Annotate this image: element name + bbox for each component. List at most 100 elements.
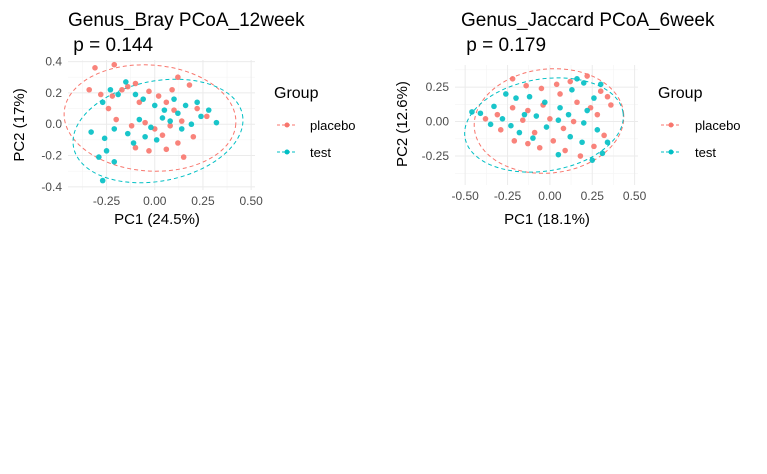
test-point [188,121,195,128]
placebo-point [178,118,185,124]
test-point [526,93,533,100]
y-axis-ticks: -0.25 0.00 0.25 [422,80,450,163]
y-tick-label: 0.00 [426,115,450,129]
test-point [604,139,611,146]
placebo-point [531,129,538,136]
placebo-point [111,61,118,68]
test-point [213,119,220,126]
y-tick-label: 0.25 [426,80,450,94]
x-tick-label: 0.25 [581,189,605,203]
test-point [142,133,148,140]
test-point [182,102,189,109]
test-point [99,177,106,184]
test-point [151,102,158,109]
test-point [565,111,572,118]
test-point [594,127,601,133]
test-point [88,129,94,135]
test-point [580,120,587,126]
y-axis-ticks: -0.4 -0.2 0.0 0.2 0.4 [41,55,62,194]
test-point [555,117,562,123]
placebo-point [591,143,597,150]
test-point [569,87,575,93]
test-point [555,151,562,158]
placebo-point [186,82,193,88]
placebo-point [163,146,170,153]
test-point [530,135,536,141]
placebo-ellipse [63,64,237,172]
placebo-point [562,147,568,154]
test-point [99,99,106,106]
x-axis-title: PC1 (18.1%) [504,211,590,228]
placebo-point [577,153,584,159]
placebo-point [509,75,516,82]
x-tick-label: -0.25 [93,194,121,208]
x-axis-title: PC1 (24.5%) [114,211,200,228]
placebo-point [570,118,577,125]
placebo-point [608,102,614,108]
placebo-point [146,148,152,154]
legend: Group placebo test [658,85,741,160]
y-tick-label: 0.4 [45,55,62,69]
placebo-point [194,105,200,112]
plot-grid [68,60,255,190]
test-point [161,107,168,113]
placebo-point [167,122,173,129]
placebo-point [536,144,543,151]
y-axis-title: PC2 (12.6%) [394,81,411,167]
legend-title: Group [274,85,319,102]
legend: Group placebo test [274,85,356,160]
test-point [584,107,590,114]
placebo-point [86,86,93,93]
placebo-point [146,88,152,95]
legend-label-placebo: placebo [310,118,356,133]
legend-label-test: test [310,145,331,160]
placebo-point [155,93,162,99]
placebo-point [594,111,601,118]
test-point [516,129,523,136]
chart-subtitle: p = 0.179 [461,35,546,56]
placebo-point [519,117,526,123]
placebo-point [92,65,98,71]
placebo-point [550,138,557,144]
test-point [589,157,596,163]
bray-pcoa-chart: Genus_Bray PCoA_12week p = 0.144 -0.25 0.… [11,10,356,228]
placebo-point [547,115,553,122]
placebo-point [142,119,148,126]
y-axis-title: PC2 (17%) [11,88,28,161]
y-tick-label: -0.25 [422,149,450,163]
x-tick-label: -0.25 [494,189,522,203]
test-point [123,79,129,85]
test-point [175,110,181,117]
test-point [542,99,548,106]
test-point [103,148,110,154]
placebo-point [525,140,531,147]
placebo-point [560,125,567,132]
test-point [513,95,519,101]
placebo-point [132,80,139,87]
placebo-point [109,93,116,99]
placebo-point [124,83,131,90]
placebo-point [180,154,187,160]
test-point [111,126,118,132]
test-point [96,154,102,160]
placebo-point [190,133,197,140]
placebo-point [169,86,175,93]
test-point [579,139,585,146]
test-point [153,137,160,143]
test-point [148,124,154,131]
legend-title: Group [658,85,703,102]
legend-key-test [661,149,681,155]
y-tick-label: -0.2 [41,149,62,163]
legend-key-placebo [661,122,681,128]
placebo-point [604,93,611,100]
x-tick-label: 0.50 [623,189,647,203]
jaccard-pcoa-chart: Genus_Jaccard PCoA_6week p = 0.179 -0.50… [394,10,741,228]
test-point [107,86,114,93]
test-point [111,159,118,165]
placebo-point [97,91,104,98]
placebo-point [574,99,580,106]
test-point [159,115,166,121]
test-point [597,81,604,88]
placebo-point [128,122,135,129]
